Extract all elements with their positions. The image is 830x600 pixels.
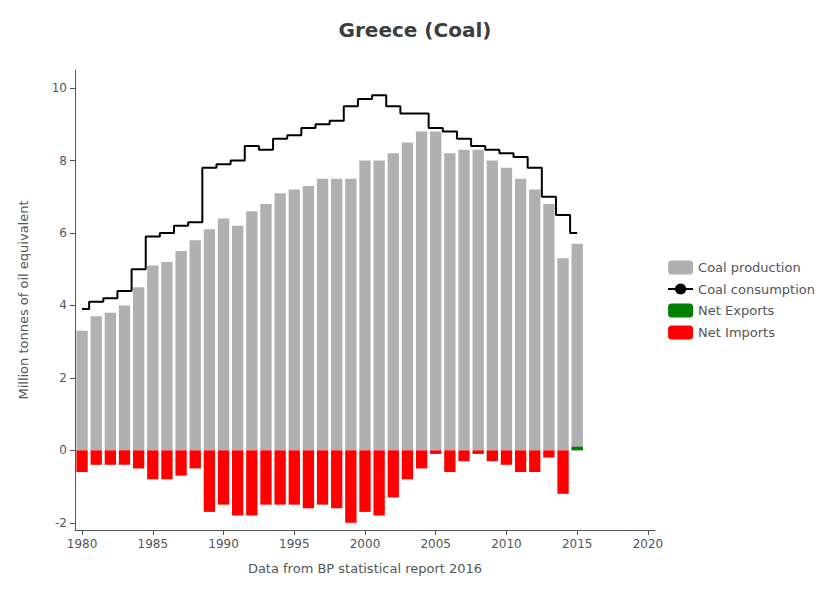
svg-text:0: 0 xyxy=(59,443,67,457)
svg-text:1990: 1990 xyxy=(208,537,239,551)
svg-text:2005: 2005 xyxy=(420,537,451,551)
svg-text:2: 2 xyxy=(59,371,67,385)
svg-text:6: 6 xyxy=(59,226,67,240)
svg-text:1985: 1985 xyxy=(138,537,169,551)
svg-text:2010: 2010 xyxy=(491,537,522,551)
svg-text:1980: 1980 xyxy=(67,537,98,551)
svg-text:Data from BP statistical repor: Data from BP statistical report 2016 xyxy=(248,561,482,576)
svg-text:4: 4 xyxy=(59,298,67,312)
svg-text:2015: 2015 xyxy=(562,537,593,551)
svg-text:Coal consumption: Coal consumption xyxy=(698,282,815,297)
svg-text:10: 10 xyxy=(52,81,67,95)
svg-text:Net Imports: Net Imports xyxy=(698,325,775,340)
svg-text:Million tonnes of oil equivale: Million tonnes of oil equivalent xyxy=(16,200,31,399)
svg-text:-2: -2 xyxy=(55,516,67,530)
svg-text:2000: 2000 xyxy=(350,537,381,551)
svg-text:Net Exports: Net Exports xyxy=(698,303,775,318)
svg-text:Coal production: Coal production xyxy=(698,260,801,275)
svg-text:Greece (Coal): Greece (Coal) xyxy=(339,18,492,42)
svg-text:8: 8 xyxy=(59,154,67,168)
svg-text:2020: 2020 xyxy=(633,537,664,551)
svg-text:1995: 1995 xyxy=(279,537,310,551)
